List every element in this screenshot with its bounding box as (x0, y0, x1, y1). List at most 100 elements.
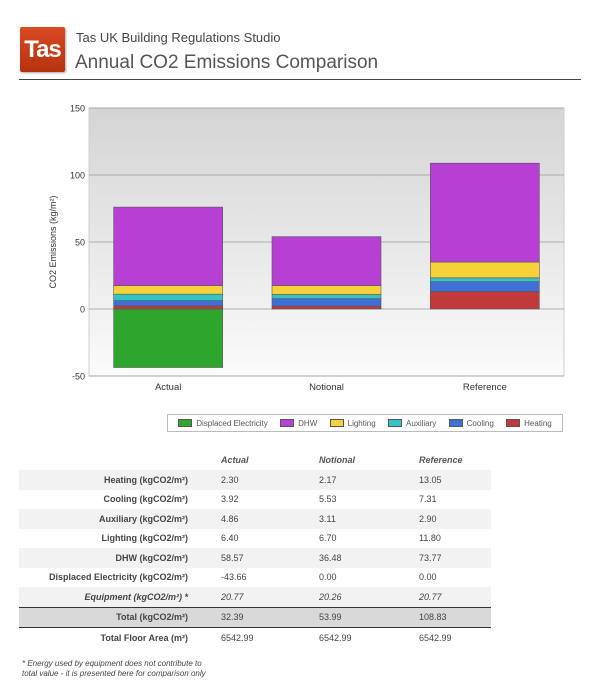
emissions-table: Actual Notional Reference Heating (kgCO2… (19, 449, 491, 648)
row-label: Auxiliary (kgCO2/m²) (19, 509, 221, 529)
cell-reference: 2.90 (419, 509, 491, 529)
row-label: Heating (kgCO2/m²) (19, 470, 221, 490)
cell-notional: 20.26 (319, 587, 419, 607)
legend-swatch (178, 419, 193, 427)
cell-actual: 6542.99 (221, 632, 254, 643)
cell-reference: 0.00 (419, 572, 437, 583)
title-divider (19, 79, 581, 80)
chart-legend: Displaced Electricity DHW Lighting Auxiliar… (167, 414, 563, 432)
x-tick-label: Actual (155, 382, 181, 393)
bar-displaced-electricity-actual (113, 308, 223, 368)
cell-notional: 36.48 (319, 548, 419, 568)
legend-label: Lighting (347, 418, 376, 428)
cell-reference: 108.83 (419, 606, 491, 628)
bar-cooling-actual (113, 300, 223, 307)
bar-dhw-actual (113, 206, 223, 286)
legend-label: Cooling (466, 418, 494, 428)
cell-reference: 11.80 (419, 533, 441, 544)
legend-item: Displaced Electricity (178, 419, 268, 428)
cell-notional: 53.99 (319, 606, 419, 628)
legend-label: DHW (298, 418, 318, 428)
bar-auxiliary-reference (430, 277, 540, 283)
table-row: Total Floor Area (m²) 6542.99 6542.99 6542.… (19, 628, 491, 648)
table-header-row: Actual Notional Reference (19, 449, 491, 470)
legend-label: Auxiliary (406, 418, 437, 428)
table-row: Total (kgCO2/m²) 32.39 53.99 108.83 (19, 606, 491, 628)
bar-heating-reference (430, 291, 540, 310)
cell-reference: 73.77 (419, 548, 491, 568)
row-label: Total Floor Area (m²) (100, 632, 189, 643)
table-row: DHW (kgCO2/m²) 58.57 36.48 73.77 (19, 548, 491, 568)
cell-reference: 20.77 (419, 587, 491, 607)
bar-auxiliary-notional (271, 294, 382, 299)
cell-actual: -43.66 (221, 572, 247, 583)
cell-notional: 3.11 (319, 509, 419, 529)
legend-item: Lighting (329, 418, 376, 428)
bar-heating-actual (113, 305, 223, 310)
cell-actual: 3.92 (221, 494, 239, 505)
cell-actual: 2.30 (221, 470, 319, 490)
legend-label: Displaced Electricity (196, 418, 268, 428)
legend-item: Auxiliary (388, 419, 436, 428)
cell-reference: 7.31 (419, 494, 437, 505)
bar-lighting-actual (113, 285, 223, 295)
bar-lighting-notional (271, 285, 382, 295)
table-row: Lighting (kgCO2/m²) 6.40 6.70 11.80 (19, 529, 491, 549)
legend-item: DHW (280, 419, 317, 428)
legend-swatch (329, 419, 344, 427)
table-row: Displaced Electricity (kgCO2/m²) -43.66 0.… (19, 568, 491, 588)
x-tick-label: Reference (463, 382, 507, 393)
table-row: Heating (kgCO2/m²) 2.30 2.17 13.05 (19, 470, 491, 490)
cell-actual: 20.77 (221, 587, 319, 607)
cell-notional: 6.70 (319, 533, 337, 544)
cell-notional: 0.00 (319, 572, 337, 583)
row-label: DHW (kgCO2/m²) (19, 548, 221, 568)
cell-reference: 13.05 (419, 470, 491, 490)
legend-item: Heating (506, 419, 552, 428)
footnote-line-2: total value - it is presented here for c… (22, 669, 206, 678)
cell-notional: 6542.99 (319, 632, 352, 643)
bar-heating-notional (271, 305, 382, 310)
row-label: Equipment (kgCO2/m²) * (19, 587, 221, 607)
legend-label: Heating (524, 418, 552, 428)
y-tick-label: 100 (70, 171, 85, 181)
footnote-line-1: * Energy used by equipment does not cont… (22, 659, 202, 668)
cell-actual: 58.57 (221, 548, 319, 568)
legend-item: Cooling (448, 418, 494, 428)
cell-actual: 6.40 (221, 533, 239, 544)
column-header-actual: Actual (221, 454, 249, 465)
cell-actual: 4.86 (221, 509, 319, 529)
row-label: Lighting (kgCO2/m²) (101, 533, 189, 544)
bar-auxiliary-actual (113, 293, 223, 301)
app-title: Tas UK Building Regulations Studio (76, 30, 281, 45)
tas-logo: Tas (20, 27, 65, 72)
page-title: Annual CO2 Emissions Comparison (75, 52, 379, 73)
legend-swatch (506, 419, 521, 427)
row-label: Cooling (kgCO2/m²) (103, 494, 189, 505)
y-tick-label: 0 (80, 305, 85, 315)
y-tick-label: 50 (75, 238, 85, 248)
table-row: Cooling (kgCO2/m²) 3.92 5.53 7.31 (19, 490, 491, 510)
footnote: * Energy used by equipment does not cont… (22, 659, 206, 679)
x-tick-label: Notional (309, 382, 344, 393)
row-label: Total (kgCO2/m²) (19, 606, 221, 628)
table-row: Equipment (kgCO2/m²) * 20.77 20.26 20.77 (19, 587, 491, 607)
column-header-reference: Reference (419, 454, 463, 465)
table-header-blank (19, 449, 221, 470)
table-row: Auxiliary (kgCO2/m²) 4.86 3.11 2.90 (19, 509, 491, 529)
y-tick-label: -50 (72, 372, 85, 382)
y-tick-label: 150 (70, 104, 85, 114)
legend-swatch (388, 419, 403, 427)
bar-lighting-reference (430, 261, 540, 279)
bar-dhw-reference (430, 162, 540, 263)
bar-dhw-notional (271, 236, 382, 286)
row-label: Displaced Electricity (kgCO2/m²) (48, 572, 188, 583)
bar-cooling-notional (271, 298, 382, 307)
cell-actual: 32.39 (221, 606, 319, 628)
cell-reference: 6542.99 (419, 632, 452, 643)
column-header-notional: Notional (319, 454, 355, 465)
legend-swatch (448, 419, 463, 427)
y-axis-label: CO2 Emissions (kg/m²) (48, 195, 58, 288)
bar-cooling-reference (430, 281, 540, 292)
legend-swatch (280, 419, 295, 427)
